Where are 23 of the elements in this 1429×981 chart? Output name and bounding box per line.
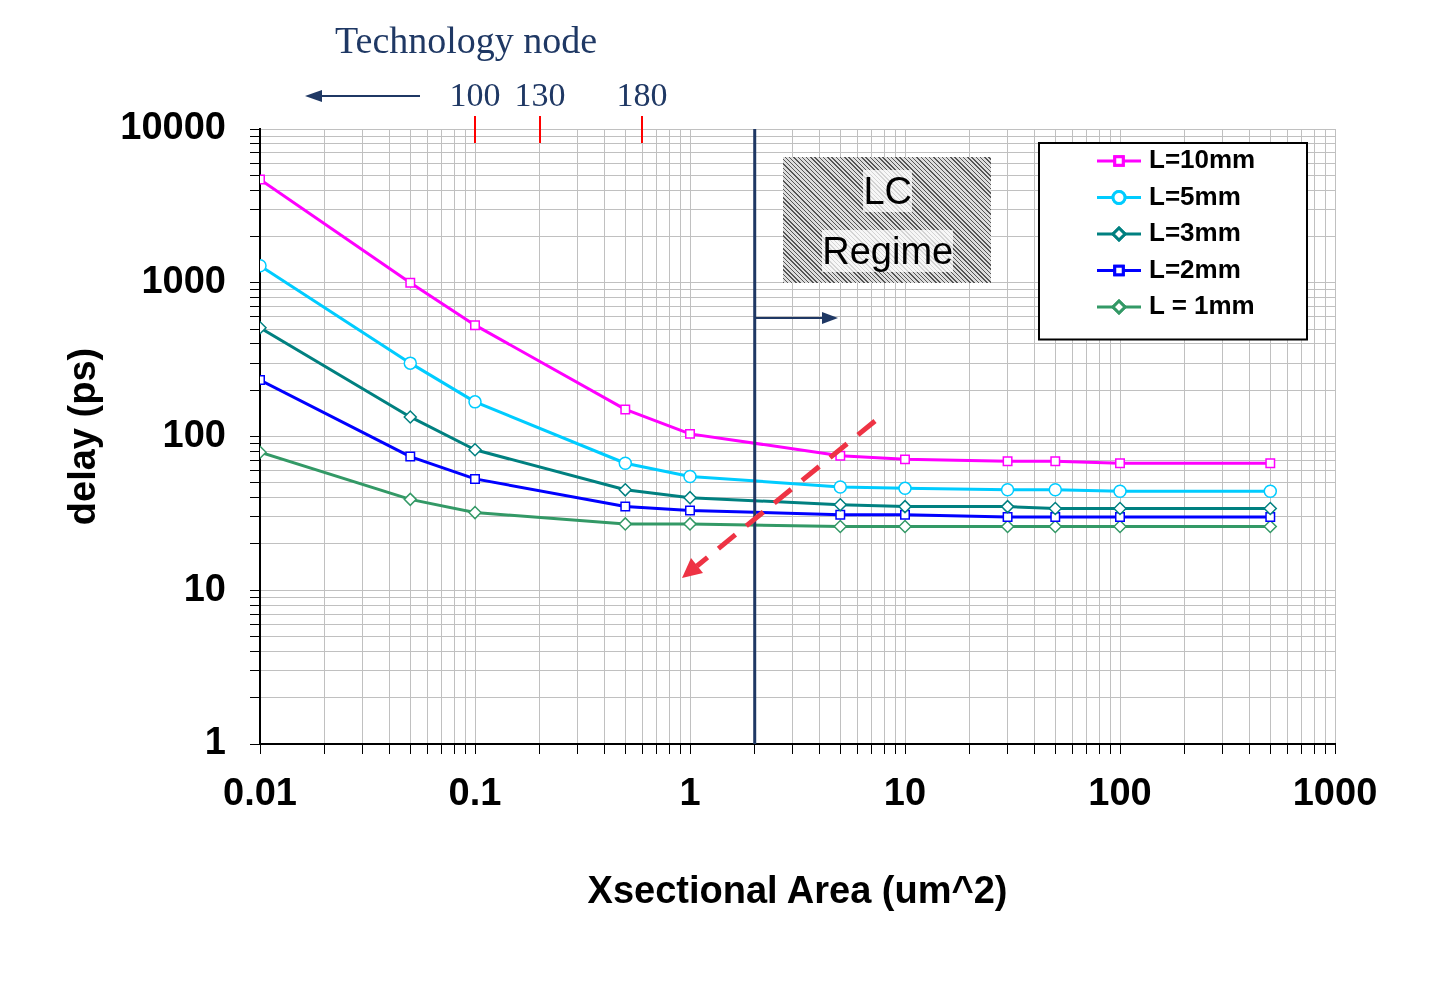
text: 180 [616, 76, 668, 114]
y-tick-label: 1 [204, 720, 226, 763]
y-tick-label: 10000 [120, 105, 226, 148]
legend-label: L=2mm [1149, 253, 1241, 284]
x-tick-label: 100 [1088, 771, 1152, 814]
legend-label: L=3mm [1149, 217, 1241, 248]
legend-label: L=5mm [1149, 180, 1241, 211]
x-tick-label: 10 [883, 771, 927, 814]
x-tick-label: 0.1 [448, 771, 502, 814]
x-tick-label: 1 [679, 771, 701, 814]
x-tick-label: 0.01 [223, 771, 297, 814]
y-axis-title: delay (ps) [61, 347, 104, 526]
x-axis-title: Xsectional Area (um^2) [587, 868, 1008, 911]
text: 130 [514, 76, 566, 114]
chart-title: Technology node [335, 18, 598, 62]
legend-label: L = 1mm [1149, 290, 1255, 321]
y-tick-label: 10 [183, 566, 226, 609]
legend-label: L=10mm [1149, 144, 1256, 175]
annotation: LC Regime [822, 169, 954, 272]
y-tick-label: 1000 [141, 259, 226, 302]
x-tick-label: 1000 [1292, 771, 1378, 814]
y-tick-label: 100 [162, 412, 226, 455]
text: 100 [449, 76, 501, 114]
